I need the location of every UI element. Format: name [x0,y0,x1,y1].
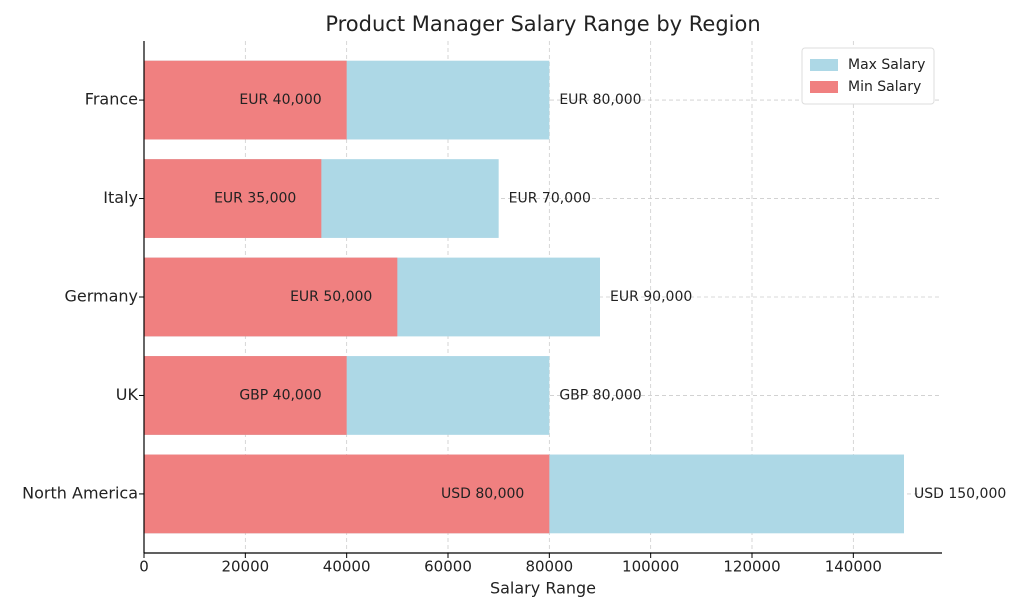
y-tick-label: Germany [64,287,138,306]
x-tick-label: 80000 [525,558,573,576]
x-tick-label: 60000 [424,558,472,576]
x-axis-label: Salary Range [490,579,596,598]
x-tick-label: 40000 [323,558,371,576]
chart-title: Product Manager Salary Range by Region [325,12,760,36]
value-label: EUR 90,000 [610,289,692,305]
value-label: EUR 80,000 [559,92,641,108]
value-label: EUR 40,000 [239,92,321,108]
y-tick-label: UK [116,385,139,404]
legend: Max Salary Min Salary [801,47,935,105]
value-label: USD 80,000 [441,486,524,502]
value-label: USD 150,000 [914,486,1006,502]
value-label: EUR 35,000 [214,191,296,207]
legend-label: Min Salary [848,79,921,95]
bar [144,454,550,534]
legend-label: Max Salary [848,57,925,73]
x-tick-label: 0 [139,558,149,576]
value-label: GBP 40,000 [239,387,321,403]
x-tick-label: 20000 [221,558,269,576]
y-tick-label: North America [22,483,138,502]
legend-swatch [810,59,838,71]
x-tick-label: 120000 [723,558,780,576]
bar [144,60,347,140]
y-tick-label: France [85,90,138,109]
bar [144,356,347,435]
legend-swatch [810,81,838,93]
x-tick-label: 100000 [622,558,679,576]
value-label: EUR 70,000 [509,191,591,207]
value-label: GBP 80,000 [559,387,641,403]
bar [144,159,322,238]
y-tick-label: Italy [103,188,138,207]
bar [144,257,398,337]
value-label: EUR 50,000 [290,289,372,305]
x-tick-label: 140000 [825,558,882,576]
